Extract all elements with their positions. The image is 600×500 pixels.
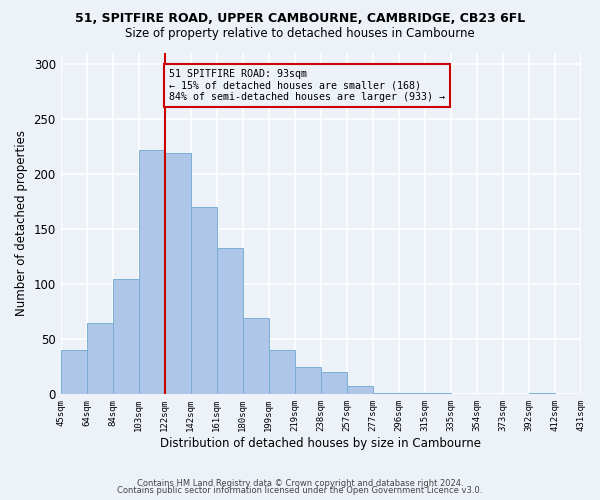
Text: Size of property relative to detached houses in Cambourne: Size of property relative to detached ho…	[125, 28, 475, 40]
Y-axis label: Number of detached properties: Number of detached properties	[15, 130, 28, 316]
X-axis label: Distribution of detached houses by size in Cambourne: Distribution of detached houses by size …	[160, 437, 481, 450]
Bar	[164, 153, 191, 394]
Bar	[217, 248, 242, 394]
Bar	[242, 318, 269, 394]
Bar	[139, 150, 164, 394]
Bar	[113, 278, 139, 394]
Bar	[529, 393, 554, 394]
Bar	[347, 386, 373, 394]
Text: 51 SPITFIRE ROAD: 93sqm
← 15% of detached houses are smaller (168)
84% of semi-d: 51 SPITFIRE ROAD: 93sqm ← 15% of detache…	[169, 69, 445, 102]
Bar	[425, 393, 451, 394]
Text: Contains HM Land Registry data © Crown copyright and database right 2024.: Contains HM Land Registry data © Crown c…	[137, 478, 463, 488]
Bar	[191, 207, 217, 394]
Bar	[86, 322, 113, 394]
Bar	[373, 393, 398, 394]
Bar	[398, 393, 425, 394]
Text: Contains public sector information licensed under the Open Government Licence v3: Contains public sector information licen…	[118, 486, 482, 495]
Bar	[61, 350, 86, 395]
Bar	[269, 350, 295, 395]
Bar	[295, 367, 320, 394]
Text: 51, SPITFIRE ROAD, UPPER CAMBOURNE, CAMBRIDGE, CB23 6FL: 51, SPITFIRE ROAD, UPPER CAMBOURNE, CAMB…	[75, 12, 525, 26]
Bar	[320, 372, 347, 394]
